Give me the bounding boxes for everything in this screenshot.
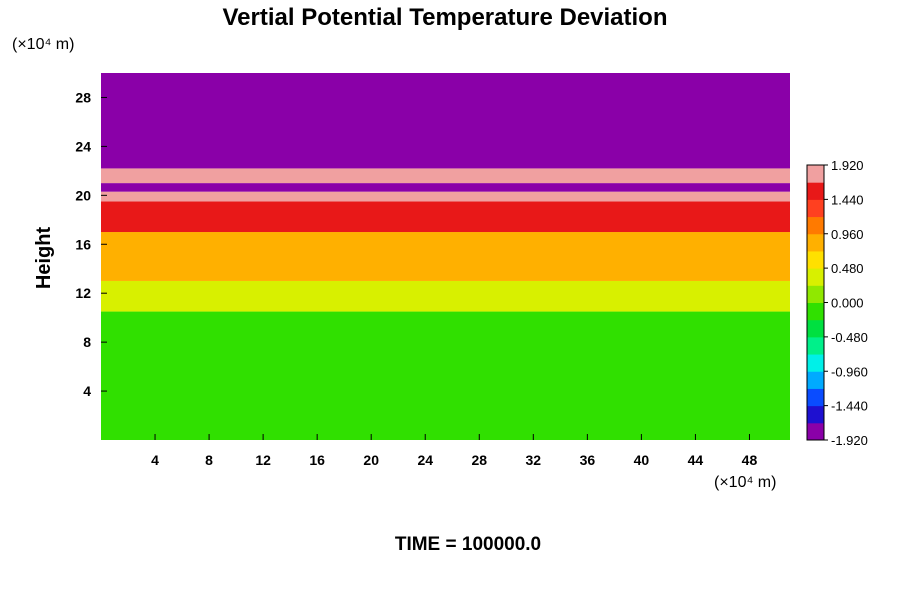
colorbar-swatch-6 xyxy=(807,319,824,338)
x-tick-label-7: 32 xyxy=(526,452,542,468)
colorbar-swatch-2 xyxy=(807,388,824,407)
y-tick-label-5: 24 xyxy=(75,138,91,154)
colorbar-label-7: -1.440 xyxy=(831,399,868,414)
heatmap-band-7 xyxy=(101,73,790,169)
y-tick-label-6: 28 xyxy=(75,89,91,105)
y-tick-label-1: 8 xyxy=(83,334,91,350)
heatmap-band-5 xyxy=(101,183,790,192)
chart-title: Vertial Potential Temperature Deviation xyxy=(222,4,667,31)
x-tick-label-11: 48 xyxy=(742,452,758,468)
y-tick-label-3: 16 xyxy=(75,236,91,252)
colorbar-swatch-8 xyxy=(807,285,824,303)
colorbar-label-4: 0.000 xyxy=(831,296,864,311)
colorbar-label-6: -0.960 xyxy=(831,364,868,379)
x-tick-label-9: 40 xyxy=(634,452,650,468)
heatmap-band-6 xyxy=(101,168,790,184)
x-tick-label-6: 28 xyxy=(471,452,487,468)
colorbar-label-8: -1.920 xyxy=(831,433,868,448)
colorbar-swatch-1 xyxy=(807,405,824,424)
colorbar-swatch-12 xyxy=(807,216,824,235)
x-tick-label-4: 20 xyxy=(363,452,379,468)
x-axis-unit: (×10⁴ m) xyxy=(714,474,776,491)
heatmap-band-4 xyxy=(101,191,790,202)
colorbar-swatch-3 xyxy=(807,371,824,389)
colorbar-swatch-10 xyxy=(807,250,824,269)
heatmap-band-1 xyxy=(101,280,790,312)
y-tick-label-2: 12 xyxy=(75,285,91,301)
y-axis-label: Height xyxy=(33,227,55,290)
colorbar-label-0: 1.920 xyxy=(831,158,864,173)
colorbar-swatch-13 xyxy=(807,199,824,218)
x-tick-label-0: 4 xyxy=(151,452,159,468)
y-tick-label-0: 4 xyxy=(83,383,91,399)
heatmap-band-3 xyxy=(101,201,790,233)
colorbar-swatch-5 xyxy=(807,336,824,355)
x-tick-label-10: 44 xyxy=(688,452,704,468)
colorbar-label-5: -0.480 xyxy=(831,330,868,345)
colorbar: 1.920 1.440 0.960 0.480 0.000 -0.480 -0.960 -1.… xyxy=(806,158,868,448)
time-label: TIME = 100000.0 xyxy=(395,534,541,555)
colorbar-swatch-7 xyxy=(807,302,824,321)
heatmap-band-2 xyxy=(101,232,790,281)
x-tick-label-1: 8 xyxy=(205,452,213,468)
colorbar-label-2: 0.960 xyxy=(831,227,864,242)
colorbar-swatch-0 xyxy=(807,422,824,441)
colorbar-swatch-14 xyxy=(807,182,824,200)
y-axis-ticks: 4 8 12 16 20 24 28 xyxy=(75,89,107,399)
x-tick-label-8: 36 xyxy=(580,452,596,468)
colorbar-swatch-15 xyxy=(807,165,824,183)
colorbar-swatch-4 xyxy=(807,354,824,372)
heatmap-plot-area xyxy=(101,73,790,440)
x-axis-ticks: 4 8 12 16 20 24 28 32 36 40 44 48 xyxy=(151,434,757,468)
colorbar-swatch-9 xyxy=(807,268,824,286)
colorbar-label-3: 0.480 xyxy=(831,261,864,276)
x-tick-label-2: 12 xyxy=(255,452,271,468)
heatmap-band-0 xyxy=(101,311,790,440)
colorbar-label-1: 1.440 xyxy=(831,192,864,207)
x-tick-label-5: 24 xyxy=(417,452,433,468)
y-tick-label-4: 20 xyxy=(75,187,91,203)
colorbar-swatch-11 xyxy=(807,233,824,252)
y-axis-unit: (×10⁴ m) xyxy=(12,36,74,53)
x-tick-label-3: 16 xyxy=(309,452,325,468)
